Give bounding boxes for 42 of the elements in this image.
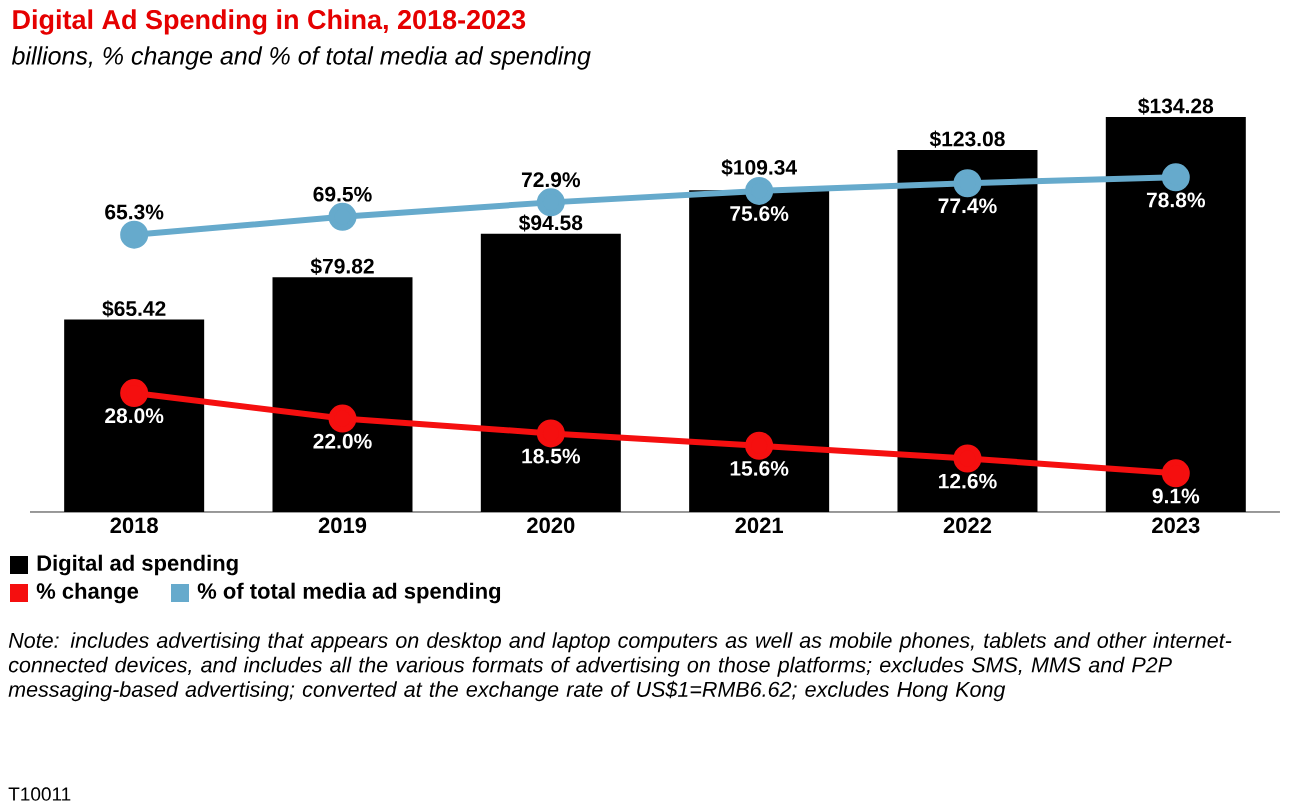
point	[953, 444, 982, 473]
x-tick-label: 2018	[110, 517, 158, 534]
text: T10011	[8, 787, 71, 801]
data-label: $134.28	[1138, 97, 1214, 115]
point	[1161, 163, 1190, 192]
x-tick-label: 2021	[735, 517, 783, 534]
data-label: 77.4%	[938, 198, 997, 214]
data-label: 78.8%	[1146, 192, 1206, 208]
x-tick-label: 2022	[943, 517, 992, 534]
point	[1161, 459, 1190, 488]
x-tick-label: 2023	[1152, 517, 1200, 534]
data-label: 65.3%	[105, 204, 164, 220]
data-label: 9.1%	[1152, 488, 1200, 504]
data-label: $94.58	[518, 214, 583, 232]
data-label: 75.6%	[730, 206, 789, 221]
chart-subtitle: billions, % change and % of total media ad spending	[11, 46, 591, 70]
data-label: $123.08	[929, 130, 1005, 148]
point	[745, 176, 774, 205]
legend-label: Digital ad spending	[37, 554, 238, 576]
data-label: 28.0%	[105, 408, 164, 424]
chart-title: Digital Ad Spending in China, 2018-2023	[13, 9, 526, 35]
data-label: $65.42	[102, 300, 166, 318]
point	[745, 431, 774, 460]
legend-label: % of total media ad spending	[197, 582, 501, 604]
data-label: 12.6%	[939, 473, 997, 489]
point	[120, 379, 149, 408]
x-tick-label: 2019	[318, 517, 367, 534]
x-tick-label: 2020	[527, 517, 575, 534]
data-label: 72.9%	[521, 172, 581, 188]
point	[328, 202, 357, 231]
point	[536, 419, 565, 448]
data-label: 18.5%	[522, 448, 581, 464]
point	[120, 220, 149, 249]
data-label: 22.0%	[313, 433, 372, 449]
data-label: $79.82	[310, 257, 374, 275]
point	[328, 404, 357, 433]
data-label: $109.34	[721, 158, 797, 177]
legend-label: % change	[36, 582, 139, 604]
text: Note: includes advertising that appears on desktop and laptop computers as well as mobile phones, tablets and other internet-connected devices, and includes all the various formats of advertising on those platforms; excludes SMS, MMS and P2P messaging-based advertising; converted at the exchange rate of US$1=RMB6.62; excludes Hong Kong	[8, 632, 1232, 702]
point	[953, 169, 982, 198]
data-label: 15.6%	[730, 460, 789, 476]
data-label: 69.5%	[313, 186, 372, 202]
